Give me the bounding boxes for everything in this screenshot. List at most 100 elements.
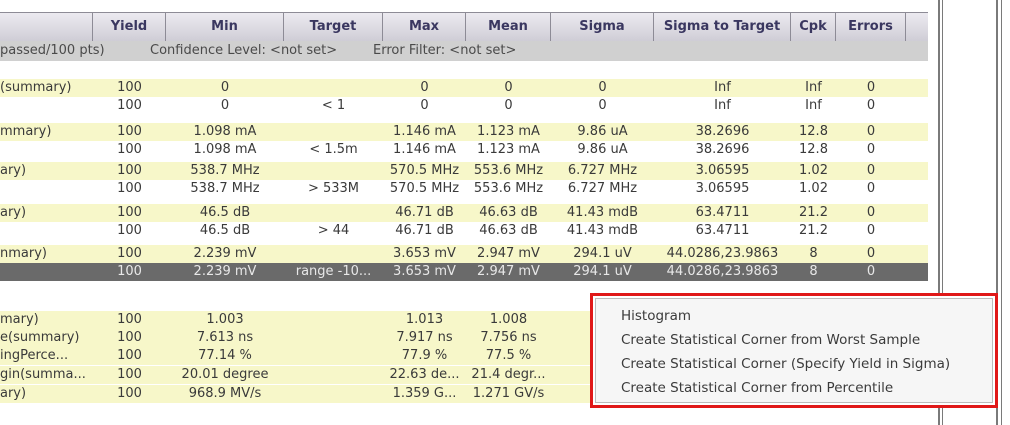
cell-errors: 0 [866, 142, 876, 157]
cell-name [0, 141, 90, 159]
table-row[interactable]: 100 46.5 dB > 44 46.71 dB 46.63 dB 41.43 mdB 6… [0, 222, 928, 240]
header-sigma[interactable]: Sigma [551, 13, 654, 41]
cell-name: ary) [0, 386, 27, 401]
cell-max: 46.71 dB [395, 205, 454, 220]
cell-mean: 1.123 mA [477, 142, 540, 157]
header-target[interactable]: Target [284, 13, 383, 41]
cell-yield [93, 289, 166, 307]
summary-info-row[interactable]: passed/100 pts) Confidence Level: <not s… [0, 41, 928, 61]
menu-item-corner-yield-sigma[interactable]: Create Statistical Corner (Specify Yield… [621, 356, 951, 372]
cell-yield: 100 [117, 80, 142, 95]
cell-target [284, 123, 383, 141]
cell-target [284, 311, 383, 329]
cell-cpk: 8 [809, 264, 818, 279]
header-errors[interactable]: Errors [836, 13, 906, 41]
cell-name [0, 180, 90, 198]
table-row[interactable]: 100 0 < 1 0 0 0 Inf Inf 0 [0, 97, 928, 115]
cell-min: 1.098 mA [193, 142, 257, 157]
header-cpk[interactable]: Cpk [791, 13, 836, 41]
cell-min [166, 289, 284, 307]
cell-min: 1.098 mA [193, 124, 257, 139]
cell-yield: 100 [117, 181, 142, 196]
header-name-col[interactable] [0, 13, 93, 41]
cell-s2t: 38.2696 [695, 124, 750, 139]
cell-yield: 100 [117, 367, 142, 382]
cell-cpk: Inf [805, 80, 822, 95]
header-min[interactable]: Min [166, 13, 284, 41]
cell-target [284, 162, 383, 180]
cell-name [0, 289, 90, 307]
header-sigma-to-target[interactable]: Sigma to Target [654, 13, 791, 41]
cell-mean: 0 [504, 80, 513, 95]
cell-min: 0 [220, 98, 230, 113]
cell-sigma: 6.727 MHz [567, 163, 638, 178]
table-row[interactable]: (summary) 100 0 0 0 0 Inf Inf 0 [0, 79, 928, 97]
cell-s2t: 44.0286,23.9863 [666, 246, 779, 261]
cell-mean: 553.6 MHz [473, 163, 544, 178]
error-filter: Error Filter: <not set> [373, 43, 517, 58]
cell-s2t: 38.2696 [695, 142, 750, 157]
cell-max: 0 [420, 98, 429, 113]
cell-sigma: 41.43 mdB [566, 205, 639, 220]
header-mean[interactable]: Mean [466, 13, 551, 41]
cell-name: (summary) [0, 80, 72, 95]
header-yield[interactable]: Yield [93, 13, 166, 41]
cell-target: range -10... [295, 264, 372, 279]
cell-sigma: 9.86 uA [577, 124, 628, 139]
cell-s2t: 63.4711 [695, 223, 750, 238]
cell-name: ingPerce... [0, 348, 69, 363]
cell-max: 3.653 mV [393, 264, 456, 279]
table-row[interactable]: ary) 100 46.5 dB 46.71 dB 46.63 dB 41.43 mdB 6… [0, 204, 928, 222]
table-row[interactable]: 100 2.239 mV range -10... 3.653 mV 2.947 mV 2… [0, 263, 928, 281]
cell-mean: 2.947 mV [477, 264, 540, 279]
cell-yield: 100 [117, 124, 142, 139]
menu-item-corner-worst-sample[interactable]: Create Statistical Corner from Worst Sam… [621, 332, 921, 348]
cell-max: 22.63 de... [389, 367, 460, 382]
cell-cpk: 1.02 [799, 163, 828, 178]
table-row[interactable]: nmary) 100 2.239 mV 3.653 mV 2.947 mV 294.1 u… [0, 245, 928, 263]
cell-name: gin(summa... [0, 367, 86, 382]
cell-yield: 100 [117, 205, 142, 220]
cell-min: 538.7 MHz [190, 181, 260, 196]
cell-mean [466, 289, 551, 307]
table-row[interactable]: 100 1.098 mA < 1.5m 1.146 mA 1.123 mA 9.86 uA… [0, 141, 928, 159]
cell-name: nmary) [0, 246, 47, 261]
frame-divider[interactable] [996, 0, 998, 425]
cell-errors: 0 [866, 205, 876, 220]
cell-target: > 44 [317, 223, 350, 238]
cell-max: 570.5 MHz [389, 181, 460, 196]
passed-count: passed/100 pts) [0, 43, 105, 58]
cell-sigma: 0 [598, 80, 607, 95]
table-row[interactable]: 100 538.7 MHz > 533M 570.5 MHz 553.6 MHz 6.72… [0, 180, 928, 198]
context-menu: Histogram Create Statistical Corner from… [590, 293, 998, 408]
cell-mean: 46.63 dB [479, 205, 538, 220]
menu-item-histogram[interactable]: Histogram [621, 308, 692, 324]
cell-s2t: 44.0286,23.9863 [666, 264, 779, 279]
cell-yield: 100 [117, 246, 142, 261]
cell-s2t: 3.06595 [695, 163, 750, 178]
table-row[interactable]: mmary) 100 1.098 mA 1.146 mA 1.123 mA 9.86 uA… [0, 123, 928, 141]
cell-max: 1.146 mA [393, 142, 456, 157]
table-row[interactable]: ary) 100 538.7 MHz 570.5 MHz 553.6 MHz 6.727 … [0, 162, 928, 180]
cell-target: > 533M [307, 181, 360, 196]
cell-errors: 0 [866, 163, 876, 178]
cell-target [284, 329, 383, 347]
header-max[interactable]: Max [383, 13, 466, 41]
cell-min: 2.239 mV [193, 264, 257, 279]
cell-name: ary) [0, 205, 27, 220]
cell-name [0, 97, 90, 115]
cell-name [0, 222, 90, 240]
cell-min: 46.5 dB [199, 223, 251, 238]
cell-errors: 0 [866, 264, 876, 279]
cell-min: 20.01 degree [181, 367, 269, 382]
cell-errors: 0 [866, 223, 876, 238]
cell-target [284, 385, 383, 403]
frame-divider [938, 0, 940, 425]
cell-sigma: 9.86 uA [577, 142, 628, 157]
cell-cpk: 8 [809, 246, 818, 261]
menu-item-corner-percentile[interactable]: Create Statistical Corner from Percentil… [621, 380, 894, 396]
cell-yield: 100 [117, 223, 142, 238]
cell-name: ary) [0, 163, 27, 178]
cell-sigma: 41.43 mdB [566, 223, 639, 238]
context-menu-body: Histogram Create Statistical Corner from… [595, 298, 993, 403]
